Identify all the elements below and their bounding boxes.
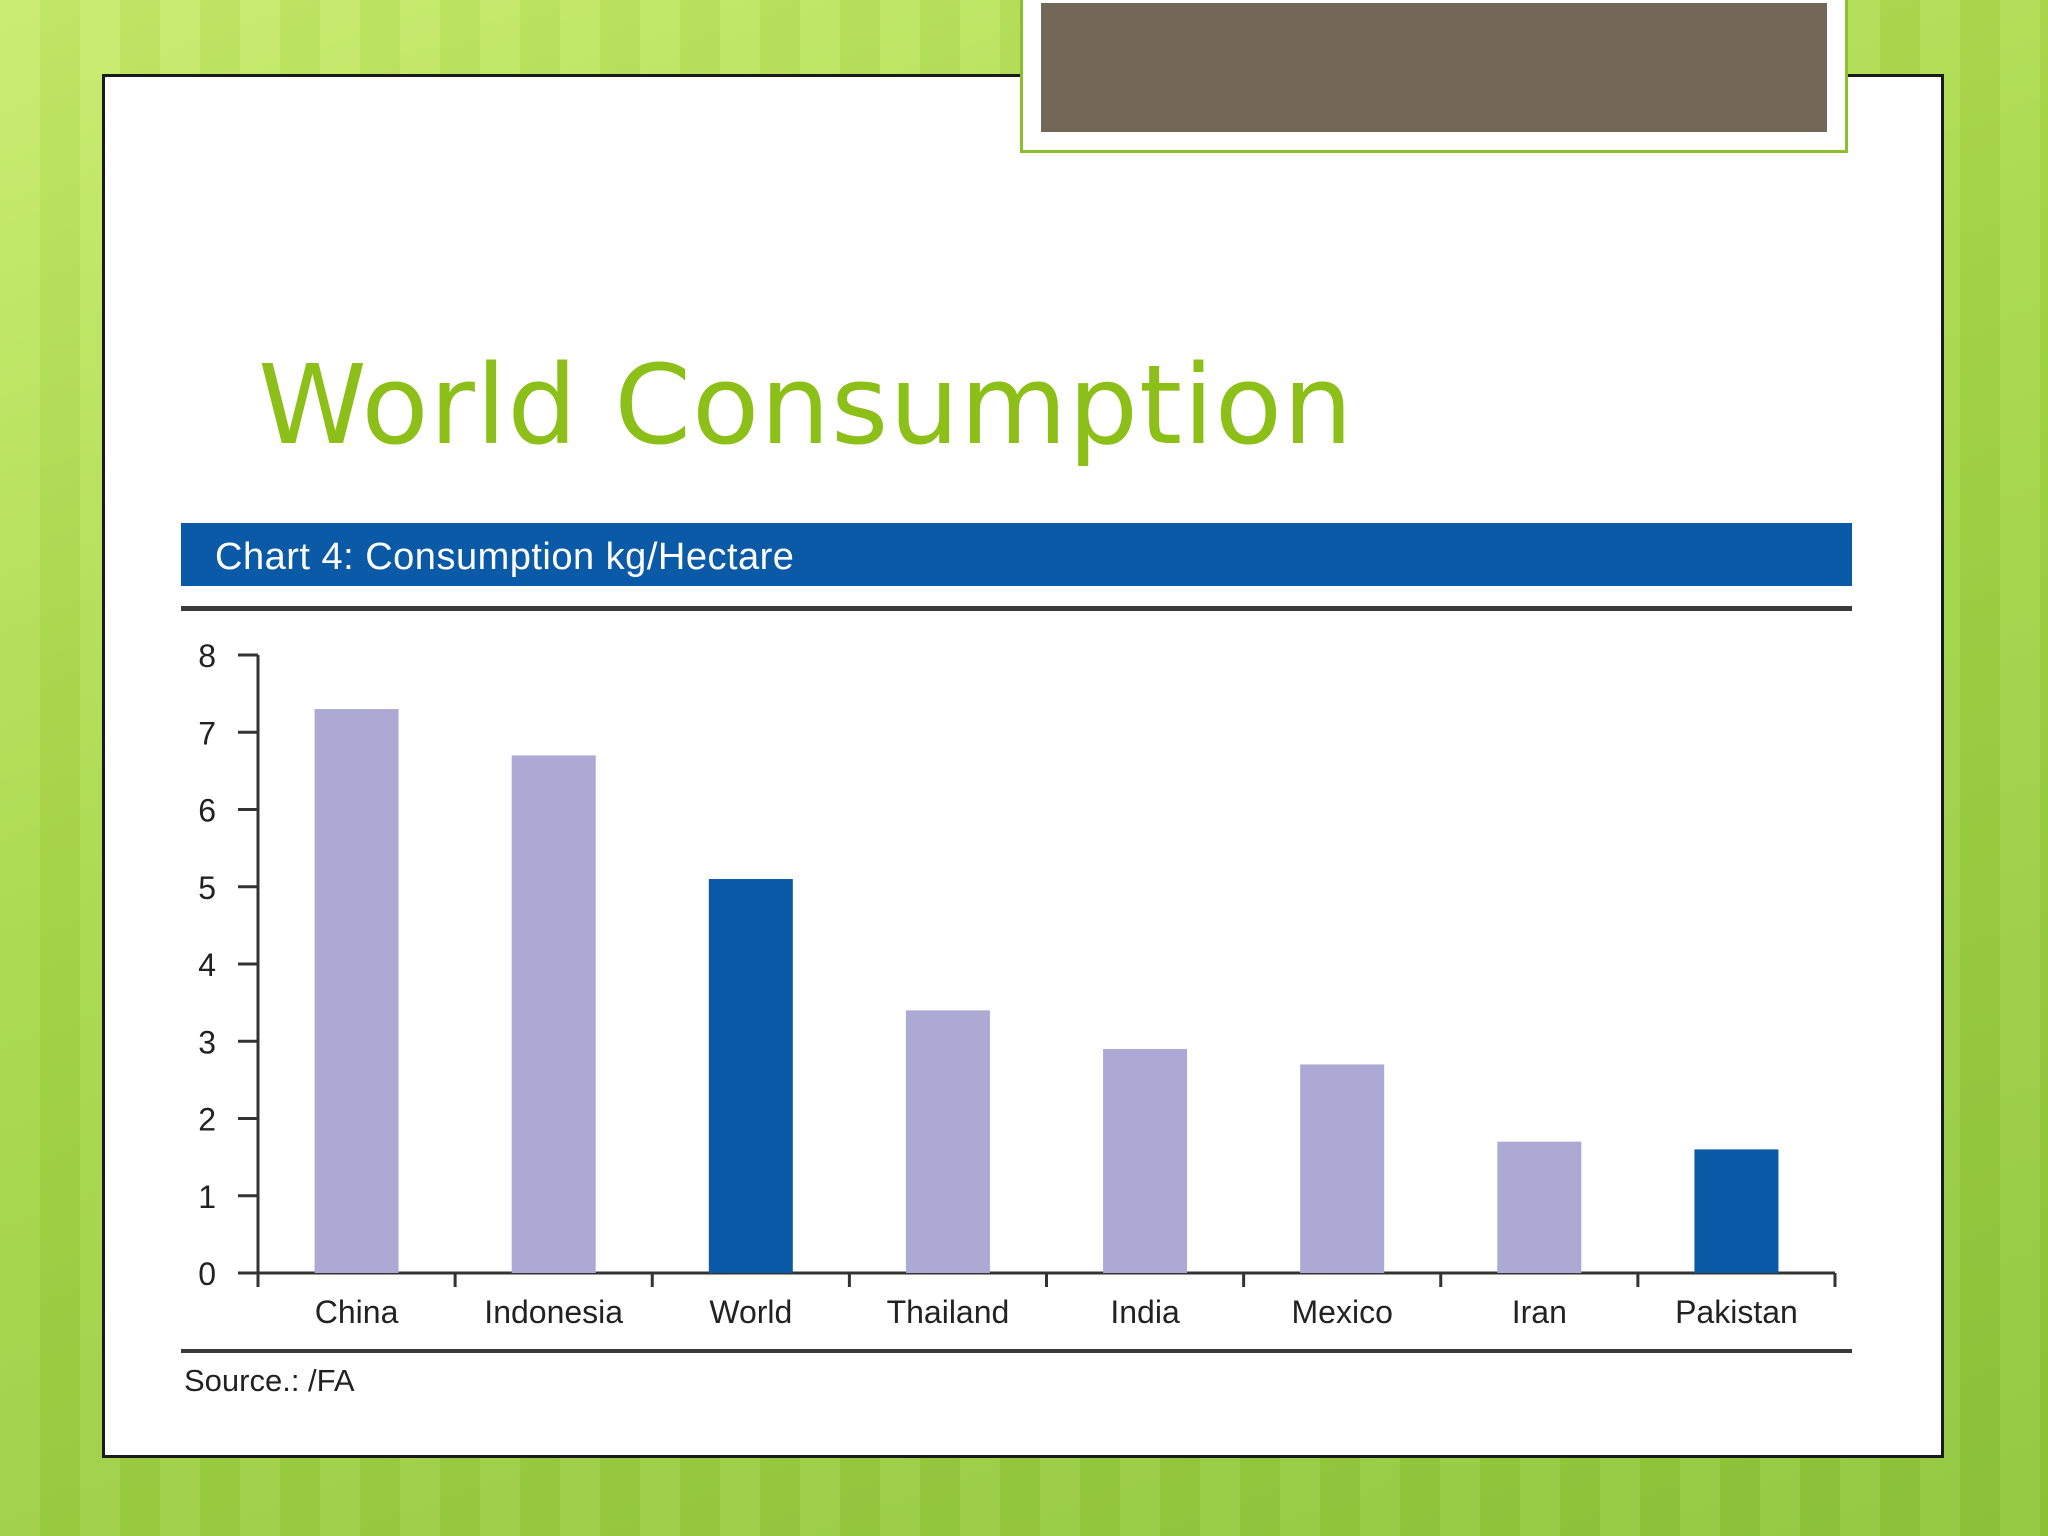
chart-bottom-rule xyxy=(181,1349,1852,1353)
x-tick-label: Mexico xyxy=(1292,1294,1393,1330)
bar-india xyxy=(1103,1048,1188,1273)
photo-placeholder xyxy=(1041,3,1827,132)
y-tick-label: 0 xyxy=(198,1256,216,1292)
bar-pakistan xyxy=(1694,1149,1779,1273)
y-tick-label: 6 xyxy=(198,793,216,829)
source-note: Source.: /FA xyxy=(184,1363,355,1398)
chart-top-rule xyxy=(181,606,1852,611)
slide-card xyxy=(102,74,1944,1458)
x-tick-label: China xyxy=(315,1294,399,1330)
x-tick-label: Thailand xyxy=(887,1294,1010,1330)
bar-mexico xyxy=(1300,1064,1385,1273)
bar-world xyxy=(708,879,793,1273)
y-tick-label: 4 xyxy=(198,947,216,983)
x-tick-label: Iran xyxy=(1512,1294,1567,1330)
chart-title: Chart 4: Consumption kg/Hectare xyxy=(215,536,795,578)
y-tick-label: 8 xyxy=(198,638,216,674)
bar-indonesia xyxy=(511,755,596,1273)
photo-frame xyxy=(1020,0,1848,153)
x-tick-label: India xyxy=(1110,1294,1180,1330)
y-tick-label: 2 xyxy=(198,1102,216,1138)
bar-china xyxy=(314,709,399,1273)
x-tick-label: World xyxy=(709,1294,792,1330)
y-tick-label: 7 xyxy=(198,715,216,751)
slide-title: World Consumption xyxy=(258,341,1354,469)
x-tick-label: Indonesia xyxy=(484,1294,623,1330)
y-tick-label: 5 xyxy=(198,870,216,906)
chart-title-banner: Chart 4: Consumption kg/Hectare xyxy=(181,523,1852,586)
y-tick-label: 1 xyxy=(198,1179,216,1215)
x-tick-label: Pakistan xyxy=(1675,1294,1798,1330)
y-tick-label: 3 xyxy=(198,1024,216,1060)
bar-thailand xyxy=(905,1010,990,1273)
bar-iran xyxy=(1497,1141,1582,1273)
